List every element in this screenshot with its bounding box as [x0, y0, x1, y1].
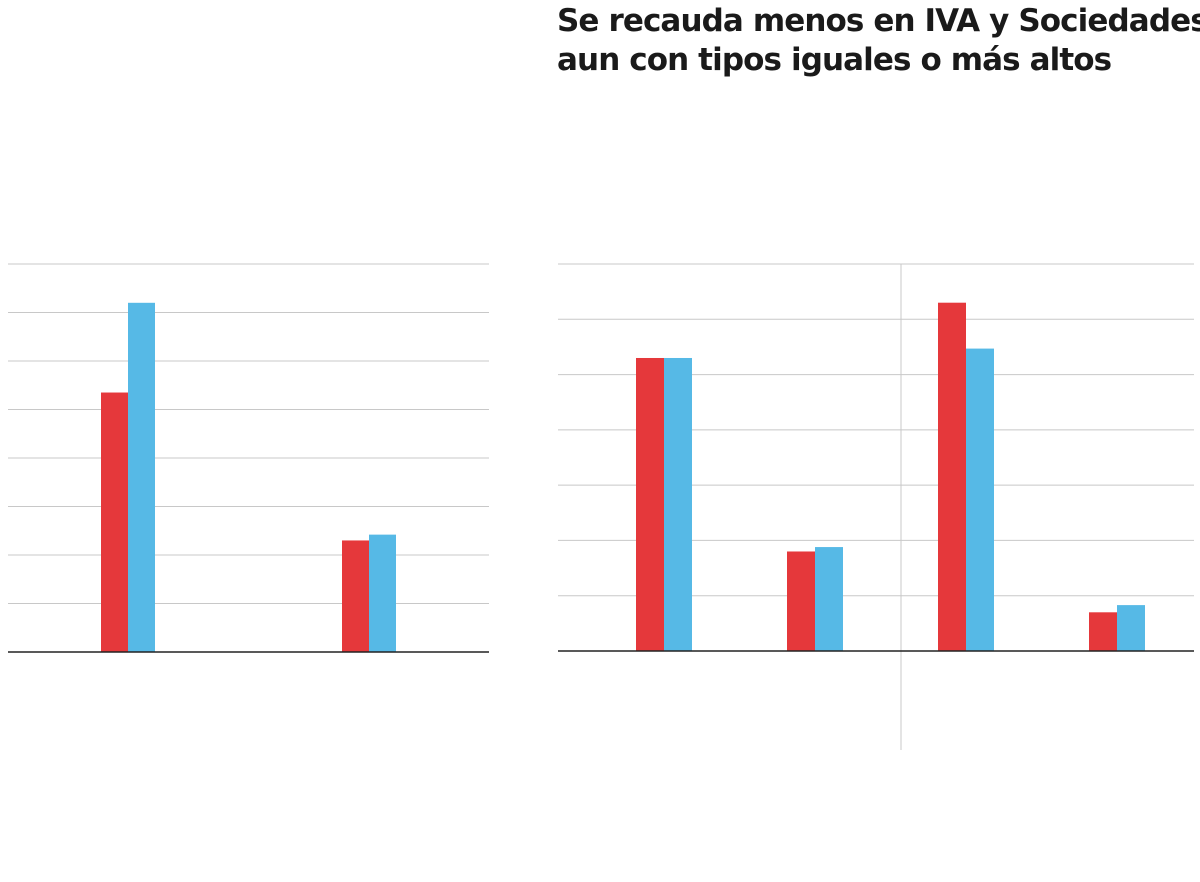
bar-series-a-4: [1089, 612, 1117, 651]
bar-series-b-2: [815, 547, 843, 651]
bar-series-a-3: [938, 302, 966, 651]
bar-series-a-2: [787, 551, 815, 651]
chart-headline: Se recauda menos en IVA y Sociedades, au…: [557, 2, 1200, 80]
headline-line-1: Se recauda menos en IVA y Sociedades,: [557, 3, 1200, 39]
bar-series-b-3: [966, 348, 994, 651]
headline-line-2: aun con tipos iguales o más altos: [557, 42, 1112, 78]
bar-series-b-4: [1117, 605, 1145, 651]
bar-series-b-1: [664, 357, 692, 651]
bar-series-b-2: [369, 534, 396, 652]
bar-series-a-1: [636, 357, 664, 651]
bar-series-a-2: [342, 540, 369, 652]
left-chart-panel: [8, 263, 489, 653]
bar-series-b-1: [128, 302, 155, 652]
right-chart-panel: [558, 263, 1194, 750]
bar-series-a-1: [101, 392, 128, 652]
